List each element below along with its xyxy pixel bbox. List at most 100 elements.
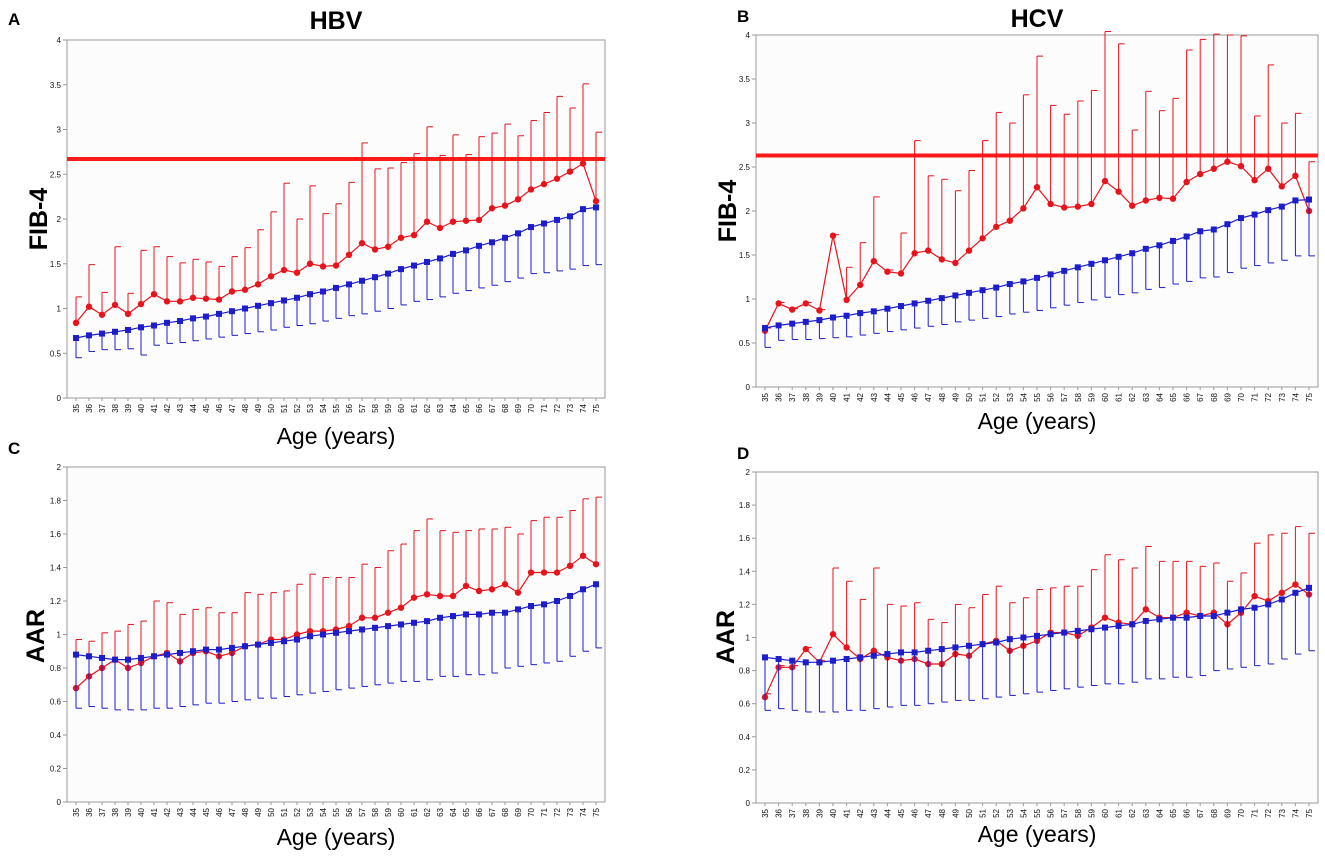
- y-tick-label: 1.4: [50, 564, 62, 573]
- blue-squares-point: [993, 284, 1000, 291]
- x-tick-label: 59: [384, 807, 393, 816]
- x-axis-label: Age (years): [978, 408, 1097, 434]
- blue-squares-point: [424, 258, 430, 265]
- x-tick-label: 62: [423, 403, 432, 412]
- x-tick-label: 63: [1142, 392, 1151, 401]
- x-tick-label: 48: [938, 808, 947, 817]
- blue-squares-point: [515, 230, 521, 237]
- x-tick-label: 55: [1033, 808, 1042, 817]
- x-tick-label: 56: [345, 807, 354, 816]
- blue-squares-point: [385, 623, 391, 630]
- red-circles-point: [397, 234, 405, 241]
- blue-squares-point: [476, 611, 482, 618]
- x-tick-label: 46: [911, 392, 920, 401]
- blue-squares-point: [164, 319, 170, 326]
- red-circles-point: [1047, 200, 1054, 208]
- x-tick-label: 63: [436, 807, 445, 816]
- blue-squares-point: [1251, 604, 1258, 611]
- x-tick-label: 50: [267, 403, 276, 412]
- blue-squares-point: [1061, 629, 1068, 636]
- red-circles-point: [802, 645, 809, 653]
- red-circles-point: [202, 295, 210, 302]
- red-circles-point: [1156, 194, 1163, 201]
- chart-title: HBV: [310, 7, 363, 35]
- x-tick-label: 55: [1033, 392, 1042, 401]
- x-tick-label: 57: [1060, 808, 1069, 817]
- x-tick-label: 74: [1291, 392, 1300, 401]
- blue-squares-point: [86, 332, 92, 339]
- blue-squares-point: [789, 657, 796, 664]
- red-circles-point: [475, 587, 483, 595]
- blue-squares-point: [281, 297, 287, 304]
- red-circles-point: [371, 614, 379, 621]
- blue-squares-point: [190, 648, 196, 655]
- red-circles-point: [1088, 200, 1095, 208]
- red-circles-point: [938, 256, 945, 263]
- red-circles-point: [1115, 188, 1122, 195]
- x-tick-label: 54: [1019, 808, 1028, 817]
- x-tick-label: 38: [111, 807, 120, 816]
- x-tick-label: 69: [514, 403, 523, 412]
- blue-squares-point: [966, 289, 972, 296]
- blue-squares-point: [1034, 274, 1040, 281]
- red-circles-point: [514, 196, 522, 203]
- x-tick-label: 69: [514, 807, 523, 816]
- x-tick-label: 75: [1305, 808, 1314, 817]
- y-axis-label: AAR: [712, 610, 740, 664]
- blue-squares-point: [229, 308, 235, 315]
- red-circles-point: [124, 310, 132, 318]
- x-tick-label: 70: [1237, 392, 1246, 401]
- x-tick-label: 74: [579, 403, 588, 412]
- blue-squares-point: [203, 646, 209, 653]
- x-tick-label: 57: [1060, 392, 1069, 401]
- red-circles-point: [1033, 184, 1041, 191]
- y-tick-label: 2: [57, 463, 62, 472]
- red-circles-point: [579, 552, 587, 559]
- x-tick-label: 70: [1237, 808, 1246, 817]
- x-tick-label: 59: [1087, 392, 1096, 401]
- x-tick-label: 68: [1210, 808, 1219, 817]
- x-axis-label: Age (years): [978, 821, 1097, 847]
- x-tick-label: 67: [1196, 392, 1205, 401]
- blue-squares-point: [1156, 616, 1163, 623]
- blue-squares-point: [1292, 197, 1299, 204]
- x-tick-label: 65: [1169, 392, 1178, 401]
- y-tick-label: 1.6: [50, 530, 62, 539]
- x-tick-label: 64: [449, 403, 458, 412]
- blue-squares-point: [1129, 250, 1136, 257]
- blue-squares-point: [1170, 614, 1176, 621]
- x-tick-label: 44: [189, 807, 198, 816]
- red-circles-point: [475, 216, 483, 224]
- blue-squares-point: [229, 644, 235, 651]
- blue-squares-point: [359, 277, 365, 284]
- y-tick-label: 1.5: [50, 260, 62, 269]
- blue-squares-point: [1210, 226, 1217, 233]
- red-circles-point: [1074, 203, 1082, 210]
- red-circles-point: [1183, 609, 1190, 616]
- blue-squares-point: [1142, 617, 1149, 624]
- x-tick-label: 71: [1251, 808, 1260, 817]
- red-circles-point: [319, 263, 327, 270]
- x-tick-label: 43: [176, 403, 185, 412]
- y-tick-label: 0.5: [739, 339, 751, 348]
- x-tick-label: 39: [124, 807, 133, 816]
- blue-squares-point: [320, 631, 326, 638]
- y-tick-label: 1.4: [739, 567, 751, 576]
- x-tick-label: 68: [501, 403, 510, 412]
- y-tick-label: 3: [57, 126, 62, 135]
- y-axis-label: FIB-4: [714, 180, 742, 243]
- blue-squares-point: [938, 646, 945, 653]
- blue-squares-point: [884, 305, 891, 312]
- y-tick-label: 0.4: [50, 731, 62, 740]
- red-circles-point: [384, 609, 392, 616]
- blue-squares-point: [281, 638, 287, 645]
- x-tick-label: 61: [410, 807, 419, 816]
- red-circles-point: [397, 604, 405, 611]
- red-circles-point: [843, 296, 850, 304]
- x-tick-label: 44: [189, 403, 198, 412]
- panel-a: 0 0.5 1 1.5 2 2.5 3 3.5 4 35 36 37 38 39 40 41 42 43 44 45 4…: [8, 7, 606, 449]
- y-tick-label: 2: [746, 468, 751, 477]
- x-tick-label: 36: [775, 808, 784, 817]
- red-circles-point: [241, 286, 249, 293]
